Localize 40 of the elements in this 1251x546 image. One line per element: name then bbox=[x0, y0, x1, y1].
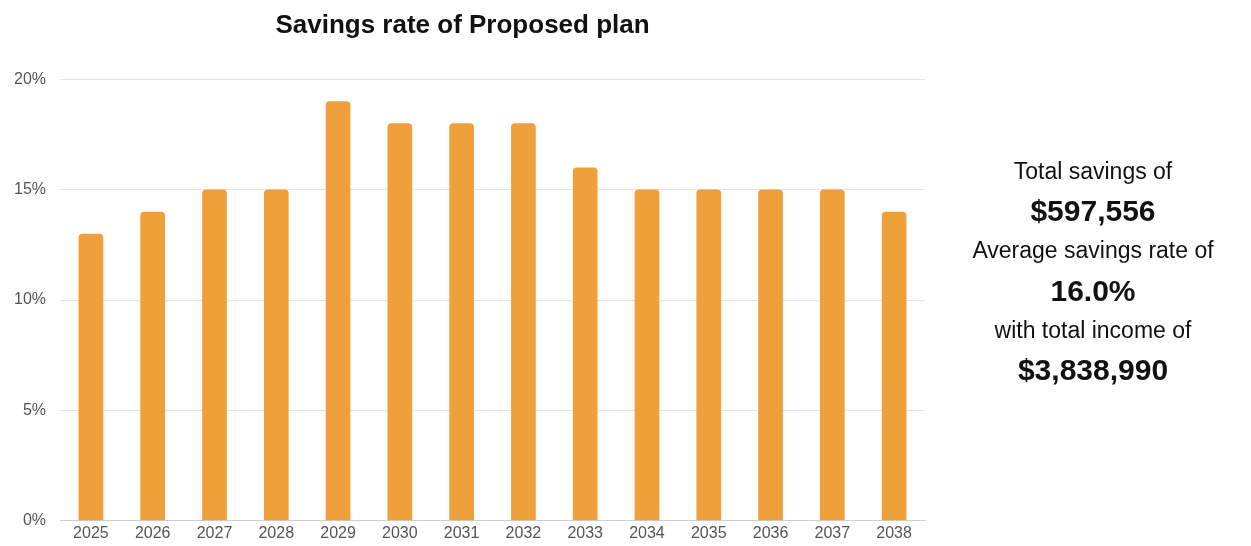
bar bbox=[202, 189, 227, 521]
text: $3,838,990 bbox=[1017, 352, 1169, 389]
bar bbox=[387, 123, 413, 521]
text: Average savings rate of bbox=[972, 236, 1214, 266]
chart-title: Savings rate of Proposed plan bbox=[275, 8, 650, 39]
x-tick-label: 2031 bbox=[443, 523, 480, 541]
x-tick-label: 2030 bbox=[382, 523, 418, 541]
x-tick-label: 2038 bbox=[876, 523, 913, 541]
text: 16.0% bbox=[1050, 272, 1136, 309]
bar bbox=[881, 211, 907, 521]
bar bbox=[449, 123, 474, 521]
bar bbox=[572, 167, 598, 521]
x-tick-label: 2032 bbox=[505, 523, 542, 541]
x-tick-label: 2029 bbox=[320, 523, 356, 541]
x-tick-label: 2026 bbox=[134, 523, 171, 541]
x-tick-label: 2035 bbox=[690, 523, 727, 541]
bar bbox=[634, 189, 660, 521]
x-tick-label: 2028 bbox=[258, 523, 295, 541]
y-tick-label: 15% bbox=[13, 180, 47, 198]
bar bbox=[758, 189, 783, 521]
y-tick-label: 10% bbox=[13, 290, 47, 308]
bar bbox=[78, 233, 104, 521]
bar bbox=[263, 189, 289, 521]
bar bbox=[696, 189, 722, 521]
x-tick-label: 2027 bbox=[196, 523, 233, 541]
x-tick-label: 2037 bbox=[814, 523, 851, 541]
text: Total savings of bbox=[1013, 156, 1173, 186]
bar bbox=[511, 123, 536, 521]
bar bbox=[325, 101, 351, 521]
y-tick-label: 20% bbox=[13, 69, 47, 87]
y-tick-label: 0% bbox=[22, 511, 47, 529]
x-tick-label: 2036 bbox=[752, 523, 789, 541]
bar bbox=[140, 211, 166, 521]
bar bbox=[819, 189, 845, 521]
x-tick-label: 2033 bbox=[567, 523, 604, 541]
x-tick-label: 2025 bbox=[73, 523, 109, 541]
text: $597,556 bbox=[1030, 193, 1156, 230]
y-tick-label: 5% bbox=[22, 400, 47, 418]
x-tick-label: 2034 bbox=[629, 523, 665, 541]
text: with total income of bbox=[994, 315, 1192, 345]
